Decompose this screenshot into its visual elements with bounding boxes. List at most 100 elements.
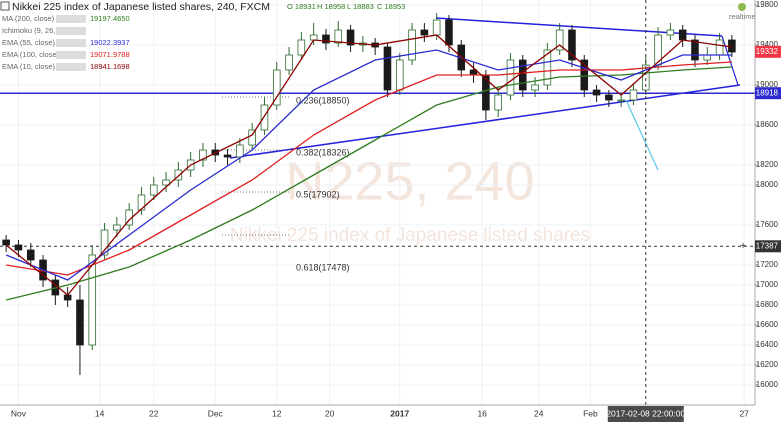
x-tick-label: 12 xyxy=(272,408,282,418)
indicator-value: 19022.3937 xyxy=(90,38,130,47)
arrow xyxy=(721,35,739,86)
indicator-name: EMA (100, close) xyxy=(2,50,60,59)
crosshair-label-bg xyxy=(607,406,684,422)
price-label: 18918 xyxy=(756,88,779,97)
indicator-value: 18941.1698 xyxy=(90,62,130,71)
candle-body xyxy=(76,299,84,346)
indicator-value: 19197.4650 xyxy=(90,14,130,23)
crosshair-plus: + xyxy=(740,241,746,252)
candle-body xyxy=(715,39,724,56)
candle-body xyxy=(383,46,392,91)
price-label-bg xyxy=(755,240,781,253)
candle-body xyxy=(285,54,293,71)
candle-body xyxy=(149,184,158,196)
realtime: realtime xyxy=(729,12,756,21)
candle-body xyxy=(691,39,699,61)
price-label-bg xyxy=(755,45,781,58)
candle-body xyxy=(100,229,109,256)
candle-body xyxy=(199,149,207,161)
x-tick-label: 27 xyxy=(739,408,749,418)
candle-body xyxy=(260,104,269,131)
x-tick-label: Feb xyxy=(583,408,598,418)
ohlc: L 18883 xyxy=(347,2,374,11)
x-tick-label: 14 xyxy=(95,408,105,418)
y-tick-label: 17200 xyxy=(756,260,779,269)
candle-body xyxy=(728,39,736,53)
y-tick-label: 18200 xyxy=(756,160,779,169)
trend-line xyxy=(435,17,723,37)
candle-body xyxy=(223,154,232,158)
axes: 16000 16200 16400 16600 16800 17000 17200 17600… xyxy=(11,0,781,422)
candle-body xyxy=(88,254,97,346)
candle-body xyxy=(236,144,244,158)
trend-line xyxy=(229,84,741,159)
candle-body xyxy=(248,129,256,146)
projection-line xyxy=(625,99,659,171)
y-tick-label: 16200 xyxy=(756,360,779,369)
ohlc: C 18953 xyxy=(377,2,405,11)
indicator-line xyxy=(5,49,732,281)
plot xyxy=(0,0,755,405)
status-icon xyxy=(738,3,746,11)
candle-body xyxy=(14,244,23,251)
crosshair-label: 2017-02-08 22:00:00 xyxy=(606,408,685,418)
x-tick-label: Nov xyxy=(11,408,27,418)
candle-body xyxy=(592,89,601,96)
candle-body xyxy=(617,99,625,102)
indicator-line xyxy=(5,66,732,301)
candle-body xyxy=(666,29,675,36)
candle-body xyxy=(543,49,552,86)
candle-body xyxy=(334,29,343,44)
candle-body xyxy=(420,29,429,36)
candle-body xyxy=(408,29,416,61)
chart-title: Nikkei 225 index of Japanese listed shar… xyxy=(12,1,270,13)
candle-body xyxy=(137,194,146,211)
candle-body xyxy=(346,29,355,46)
x-tick-label: 2017 xyxy=(390,408,409,418)
indicator-buttons xyxy=(56,39,86,47)
watermark-symbol: N225, 240 xyxy=(285,151,534,211)
candle-body xyxy=(174,169,183,181)
candle-body xyxy=(580,59,589,91)
candle-body xyxy=(432,19,441,36)
candle-body xyxy=(297,39,306,56)
y-tick-label: 18000 xyxy=(756,180,779,189)
fib-label: 0.382(18326) xyxy=(296,147,350,157)
y-tick-label: 19800 xyxy=(756,0,779,9)
x-tick-label: 20 xyxy=(325,408,335,418)
candle-body xyxy=(605,94,613,101)
candle-body xyxy=(703,54,712,61)
candle-body xyxy=(629,89,638,101)
candle-body xyxy=(555,29,564,51)
collapse-icon[interactable] xyxy=(0,1,10,11)
candle-body xyxy=(445,19,453,46)
indicator-name: MA (200, close) xyxy=(2,14,55,23)
watermark: N225, 240 Nikkei 225 index of Japanese l… xyxy=(230,151,590,246)
indicator-name: Ichimoku (9, 26, 52, 26) xyxy=(2,26,81,35)
fib-label: 0.5(17902) xyxy=(296,189,340,199)
indicator-buttons xyxy=(56,27,86,35)
ohlc: H 18958 xyxy=(317,2,345,11)
candle-body xyxy=(2,239,10,246)
candle-body xyxy=(518,59,527,91)
candle-body xyxy=(568,29,576,61)
candle-body xyxy=(395,59,404,91)
fib-label: 0.618(17478) xyxy=(296,262,350,272)
x-tick-label: 24 xyxy=(534,408,544,418)
candle-body xyxy=(494,94,502,111)
candle-body xyxy=(678,29,687,41)
candle-body xyxy=(26,249,35,261)
y-tick-label: 18600 xyxy=(756,120,779,129)
candle-body xyxy=(506,59,515,96)
ohlc: O 18931 xyxy=(287,2,316,11)
price-label: 17387 xyxy=(756,241,779,250)
price-label-bg xyxy=(755,87,781,100)
y-tick-label: 17600 xyxy=(756,220,779,229)
indicator-value: 19071.9788 xyxy=(90,50,130,59)
indicator-name: EMA (55, close) xyxy=(2,38,55,47)
x-tick-label: Dec xyxy=(208,408,224,418)
candle-body xyxy=(162,179,170,186)
watermark-desc: Nikkei 225 index of Japanese listed shar… xyxy=(230,225,590,246)
y-tick-label: 16800 xyxy=(756,300,779,309)
